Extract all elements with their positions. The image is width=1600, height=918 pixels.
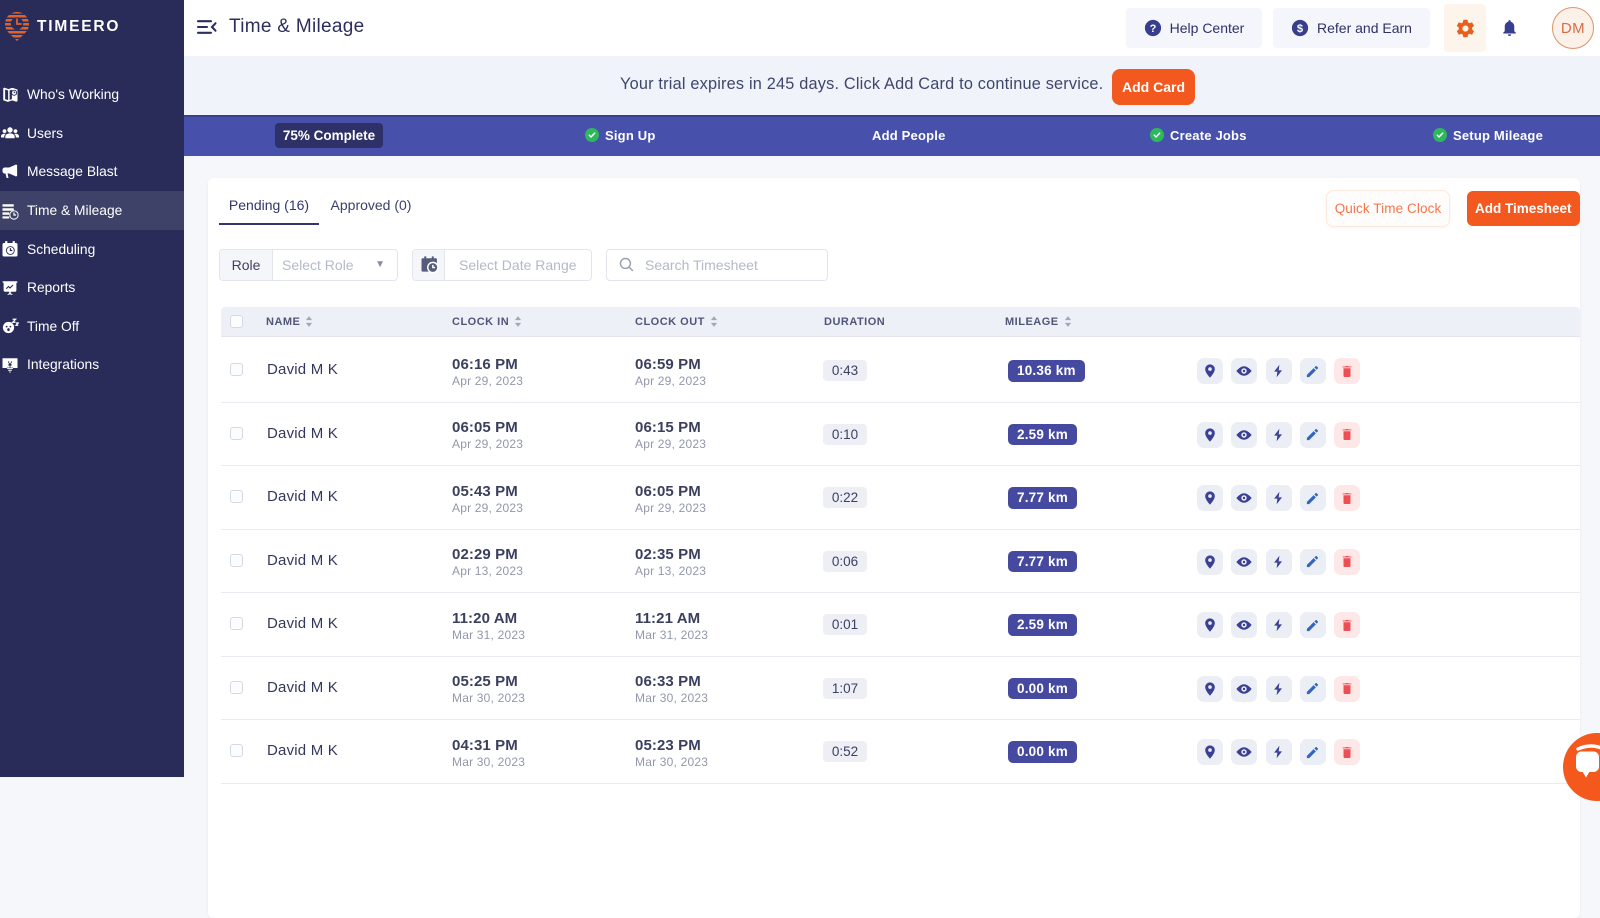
svg-text:$: $ xyxy=(1297,23,1304,35)
svg-text:?: ? xyxy=(1149,23,1156,35)
